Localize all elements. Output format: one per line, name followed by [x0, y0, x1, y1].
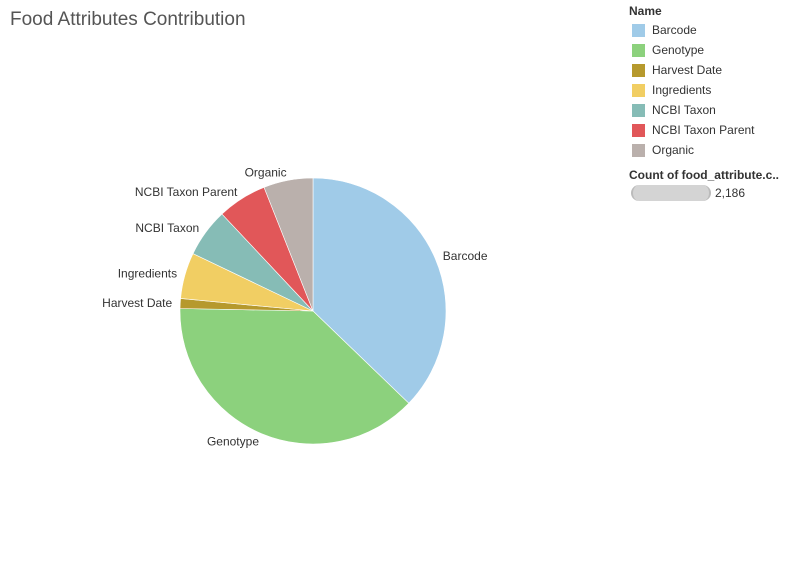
color-legend: Name Barcode Genotype Harvest Date Ingredie… — [629, 2, 787, 201]
legend-title: Name — [629, 4, 662, 18]
chart-title: Food Attributes Contribution — [10, 9, 246, 30]
legend-label: Barcode — [652, 23, 697, 37]
size-legend-bar — [631, 185, 711, 201]
legend-label: Genotype — [652, 43, 705, 57]
legend-swatch — [632, 103, 645, 117]
legend-item-organic[interactable]: Organic — [629, 140, 787, 160]
slice-label-ncbi-taxon: NCBI Taxon — [135, 221, 199, 235]
size-legend-value: 2,186 — [715, 186, 746, 200]
legend-item-ncbi-taxon-parent[interactable]: NCBI Taxon Parent — [629, 120, 787, 140]
legend-swatch — [632, 123, 645, 137]
slice-label-barcode: Barcode — [443, 249, 488, 263]
legend-swatch — [632, 23, 645, 37]
legend-swatch — [632, 63, 645, 77]
legend-item-ingredients[interactable]: Ingredients — [629, 80, 787, 100]
legend-item-genotype[interactable]: Genotype — [629, 40, 787, 60]
pie-chart: Barcode Genotype Harvest Date Ingredients NC… — [102, 166, 488, 449]
legend-item-ncbi-taxon[interactable]: NCBI Taxon — [629, 100, 787, 120]
size-legend-title: Count of food_attribute.c.. — [629, 168, 779, 182]
legend-label: Harvest Date — [652, 63, 723, 77]
pie-slice-genotype[interactable] — [179, 308, 410, 445]
pie-slice-barcode[interactable] — [312, 177, 447, 404]
legend-swatch — [632, 83, 645, 97]
legend-label: NCBI Taxon Parent — [652, 123, 755, 137]
slice-label-organic: Organic — [245, 166, 287, 180]
legend-item-harvest-date[interactable]: Harvest Date — [629, 60, 787, 80]
slice-label-harvest-date: Harvest Date — [102, 296, 172, 310]
legend-label: NCBI Taxon — [652, 103, 716, 117]
slice-label-ncbi-taxon-parent: NCBI Taxon Parent — [135, 185, 238, 199]
legend-label: Organic — [652, 143, 695, 157]
legend-swatch — [632, 143, 645, 157]
legend-item-barcode[interactable]: Barcode — [629, 20, 787, 40]
pie-slice-organic[interactable] — [263, 177, 314, 312]
legend-label: Ingredients — [652, 83, 712, 97]
slice-label-genotype: Genotype — [207, 434, 259, 448]
size-legend: 2,186 — [629, 185, 787, 201]
legend-swatch — [632, 43, 645, 57]
slice-label-ingredients: Ingredients — [118, 266, 177, 280]
